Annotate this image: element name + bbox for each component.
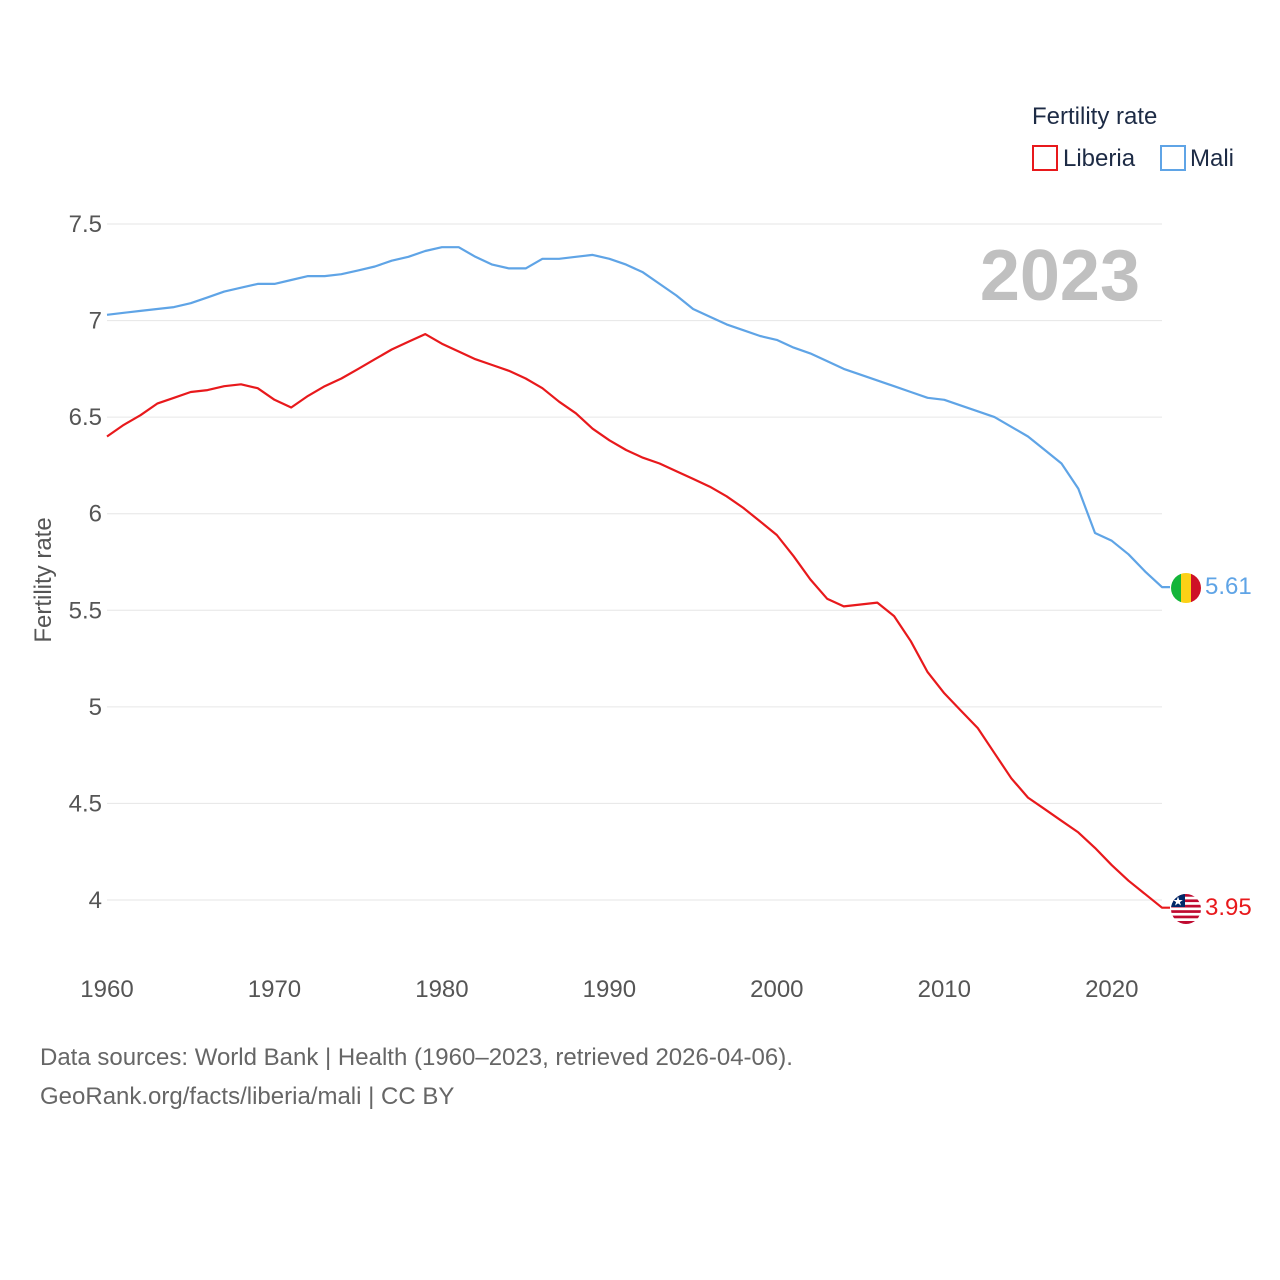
series-lines — [106, 246, 1170, 909]
y-tick-label: 4.5 — [69, 790, 102, 817]
end-value-mali: 5.61 — [1205, 573, 1252, 600]
year-watermark: 2023 — [980, 236, 1140, 316]
mali-flag-icon — [1171, 573, 1201, 603]
x-tick-label: 1980 — [415, 976, 468, 1003]
footer-attribution: GeoRank.org/facts/liberia/mali | CC BY — [40, 1083, 455, 1110]
x-tick-label: 2020 — [1085, 976, 1138, 1003]
x-tick-label: 2000 — [750, 976, 803, 1003]
y-tick-label: 6 — [89, 501, 102, 528]
legend-swatch-liberia[interactable] — [1032, 145, 1058, 171]
footer-sources: Data sources: World Bank | Health (1960–… — [40, 1044, 793, 1071]
gridlines — [107, 223, 1162, 901]
y-tick-label: 5.5 — [69, 597, 102, 624]
legend-title: Fertility rate — [1032, 103, 1157, 130]
legend-swatch-mali[interactable] — [1160, 145, 1186, 171]
y-tick-label: 7 — [89, 308, 102, 335]
y-tick-label: 4 — [89, 887, 102, 914]
x-tick-label: 1990 — [583, 976, 636, 1003]
liberia-flag-icon — [1171, 894, 1201, 924]
y-tick-label: 7.5 — [69, 211, 102, 238]
legend-label-liberia[interactable]: Liberia — [1063, 145, 1136, 172]
x-axis-ticks: 1960 1970 1980 1990 2000 2010 2020 — [80, 976, 1138, 1003]
y-axis-ticks: 4 4.5 5 5.5 6 6.5 7 7.5 — [69, 211, 102, 914]
legend-label-mali[interactable]: Mali — [1190, 145, 1234, 172]
series-line-mali[interactable] — [106, 246, 1170, 589]
y-axis-label: Fertility rate — [30, 517, 57, 642]
series-line-liberia[interactable] — [106, 333, 1170, 909]
legend[interactable]: Fertility rate Liberia Mali — [1032, 103, 1234, 172]
end-value-liberia: 3.95 — [1205, 894, 1252, 921]
x-tick-label: 1970 — [248, 976, 301, 1003]
x-tick-label: 1960 — [80, 976, 133, 1003]
y-tick-label: 6.5 — [69, 404, 102, 431]
x-tick-label: 2010 — [918, 976, 971, 1003]
y-tick-label: 5 — [89, 694, 102, 721]
